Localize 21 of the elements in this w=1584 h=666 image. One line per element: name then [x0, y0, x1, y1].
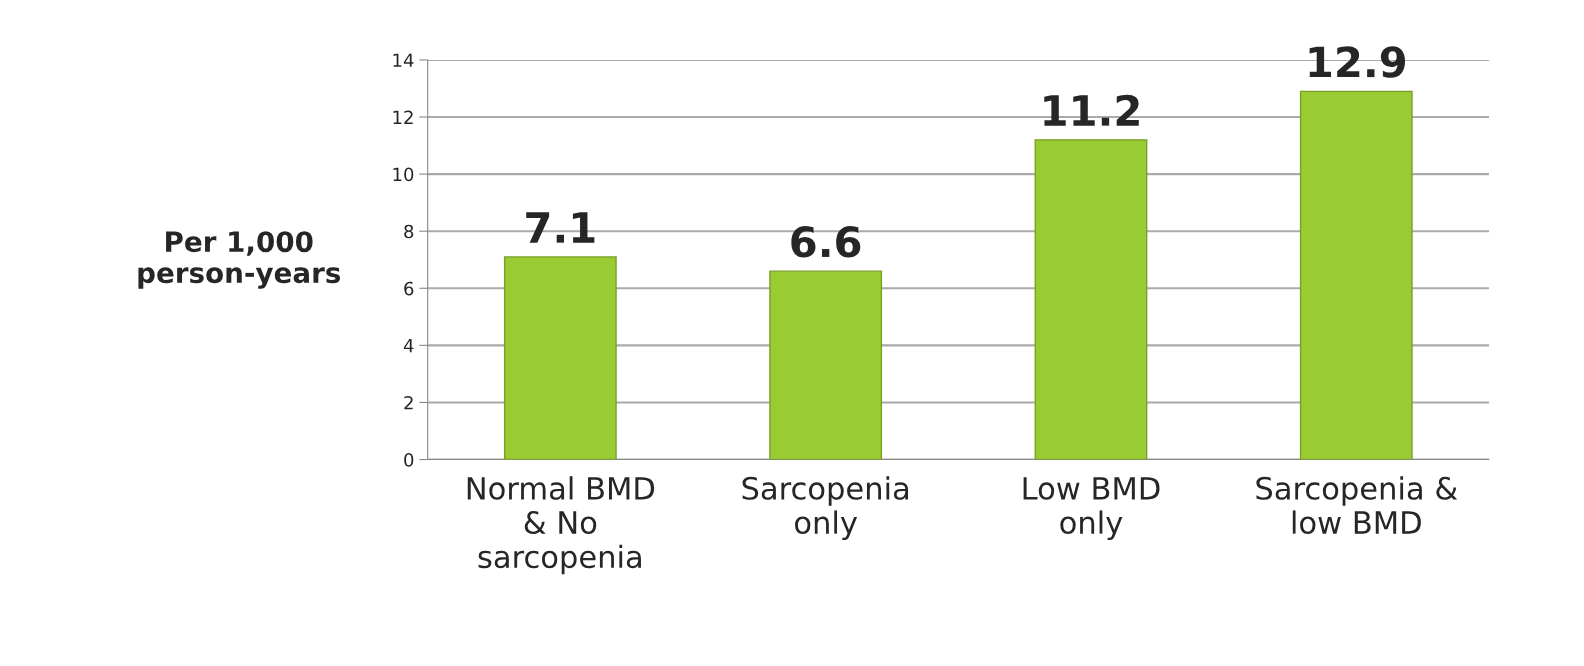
bar: [1299, 90, 1413, 460]
y-tick-label: 14: [393, 53, 414, 67]
x-tick-label: Normal BMD & No sarcopenia: [467, 476, 655, 575]
x-tick-label: Sarcopenia only: [742, 476, 909, 540]
y-tick-label: 8: [404, 224, 414, 239]
y-axis-title: Per 1,000 person-years: [138, 231, 341, 289]
y-tick-label: 0: [404, 453, 414, 467]
y-tick-label: 6: [404, 281, 414, 296]
bar: [503, 256, 617, 460]
data-label: 7.1: [526, 212, 595, 243]
bar: [1034, 139, 1148, 460]
x-tick-label: Sarcopenia & low BMD: [1256, 476, 1458, 535]
bar: [769, 270, 883, 460]
y-tick-label: 4: [403, 339, 414, 353]
x-tick-label: Low BMD only: [1023, 477, 1160, 540]
data-label: 12.9: [1309, 46, 1406, 78]
y-tick-label: 10: [393, 167, 414, 182]
y-tick-label: 12: [393, 110, 413, 124]
data-label: 11.2: [1044, 94, 1139, 126]
data-label: 6.6: [791, 226, 861, 258]
y-tick-label: 2: [404, 395, 413, 410]
